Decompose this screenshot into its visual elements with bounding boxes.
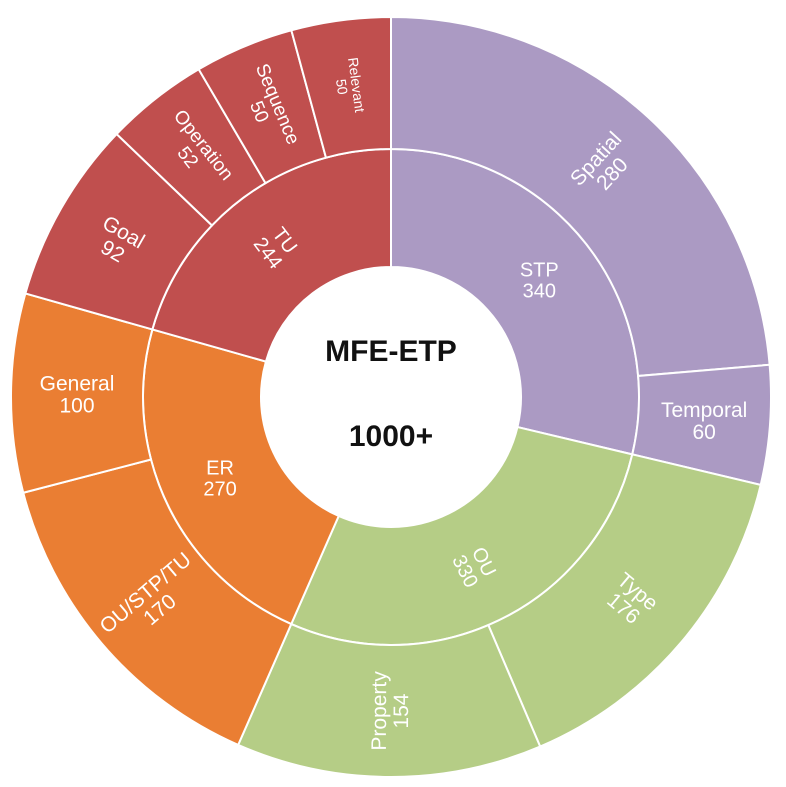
inner-value-stp: 340 (523, 281, 556, 303)
inner-name-er: ER (206, 457, 234, 479)
chart-rings (10, 15, 772, 778)
outer-label-general: General 100 (40, 372, 115, 417)
center-total: 1000+ (349, 420, 433, 453)
inner-label-stp: STP 340 (520, 260, 559, 303)
outer-value-temporal: 60 (692, 421, 715, 444)
inner-name-stp: STP (520, 260, 559, 282)
inner-label-er: ER 270 (203, 457, 236, 500)
outer-value-relevant: 50 (333, 78, 351, 96)
inner-value-er: 270 (203, 478, 236, 500)
outer-name-general: General (40, 372, 115, 395)
outer-segment-relevant (290, 15, 392, 159)
outer-label-relevant: Relevant50 (330, 56, 368, 115)
outer-value-general: 100 (59, 394, 94, 417)
outer-label-property: Property154 (368, 671, 413, 751)
outer-name-property: Property (368, 671, 391, 751)
outer-segment-spatial (390, 15, 771, 378)
outer-name-temporal: Temporal (661, 399, 747, 422)
center-title: MFE-ETP (325, 335, 457, 368)
outer-value-property: 154 (390, 693, 413, 728)
center-disc (261, 267, 521, 527)
outer-name-relevant: Relevant (345, 56, 368, 113)
outer-label-temporal: Temporal 60 (661, 399, 747, 444)
